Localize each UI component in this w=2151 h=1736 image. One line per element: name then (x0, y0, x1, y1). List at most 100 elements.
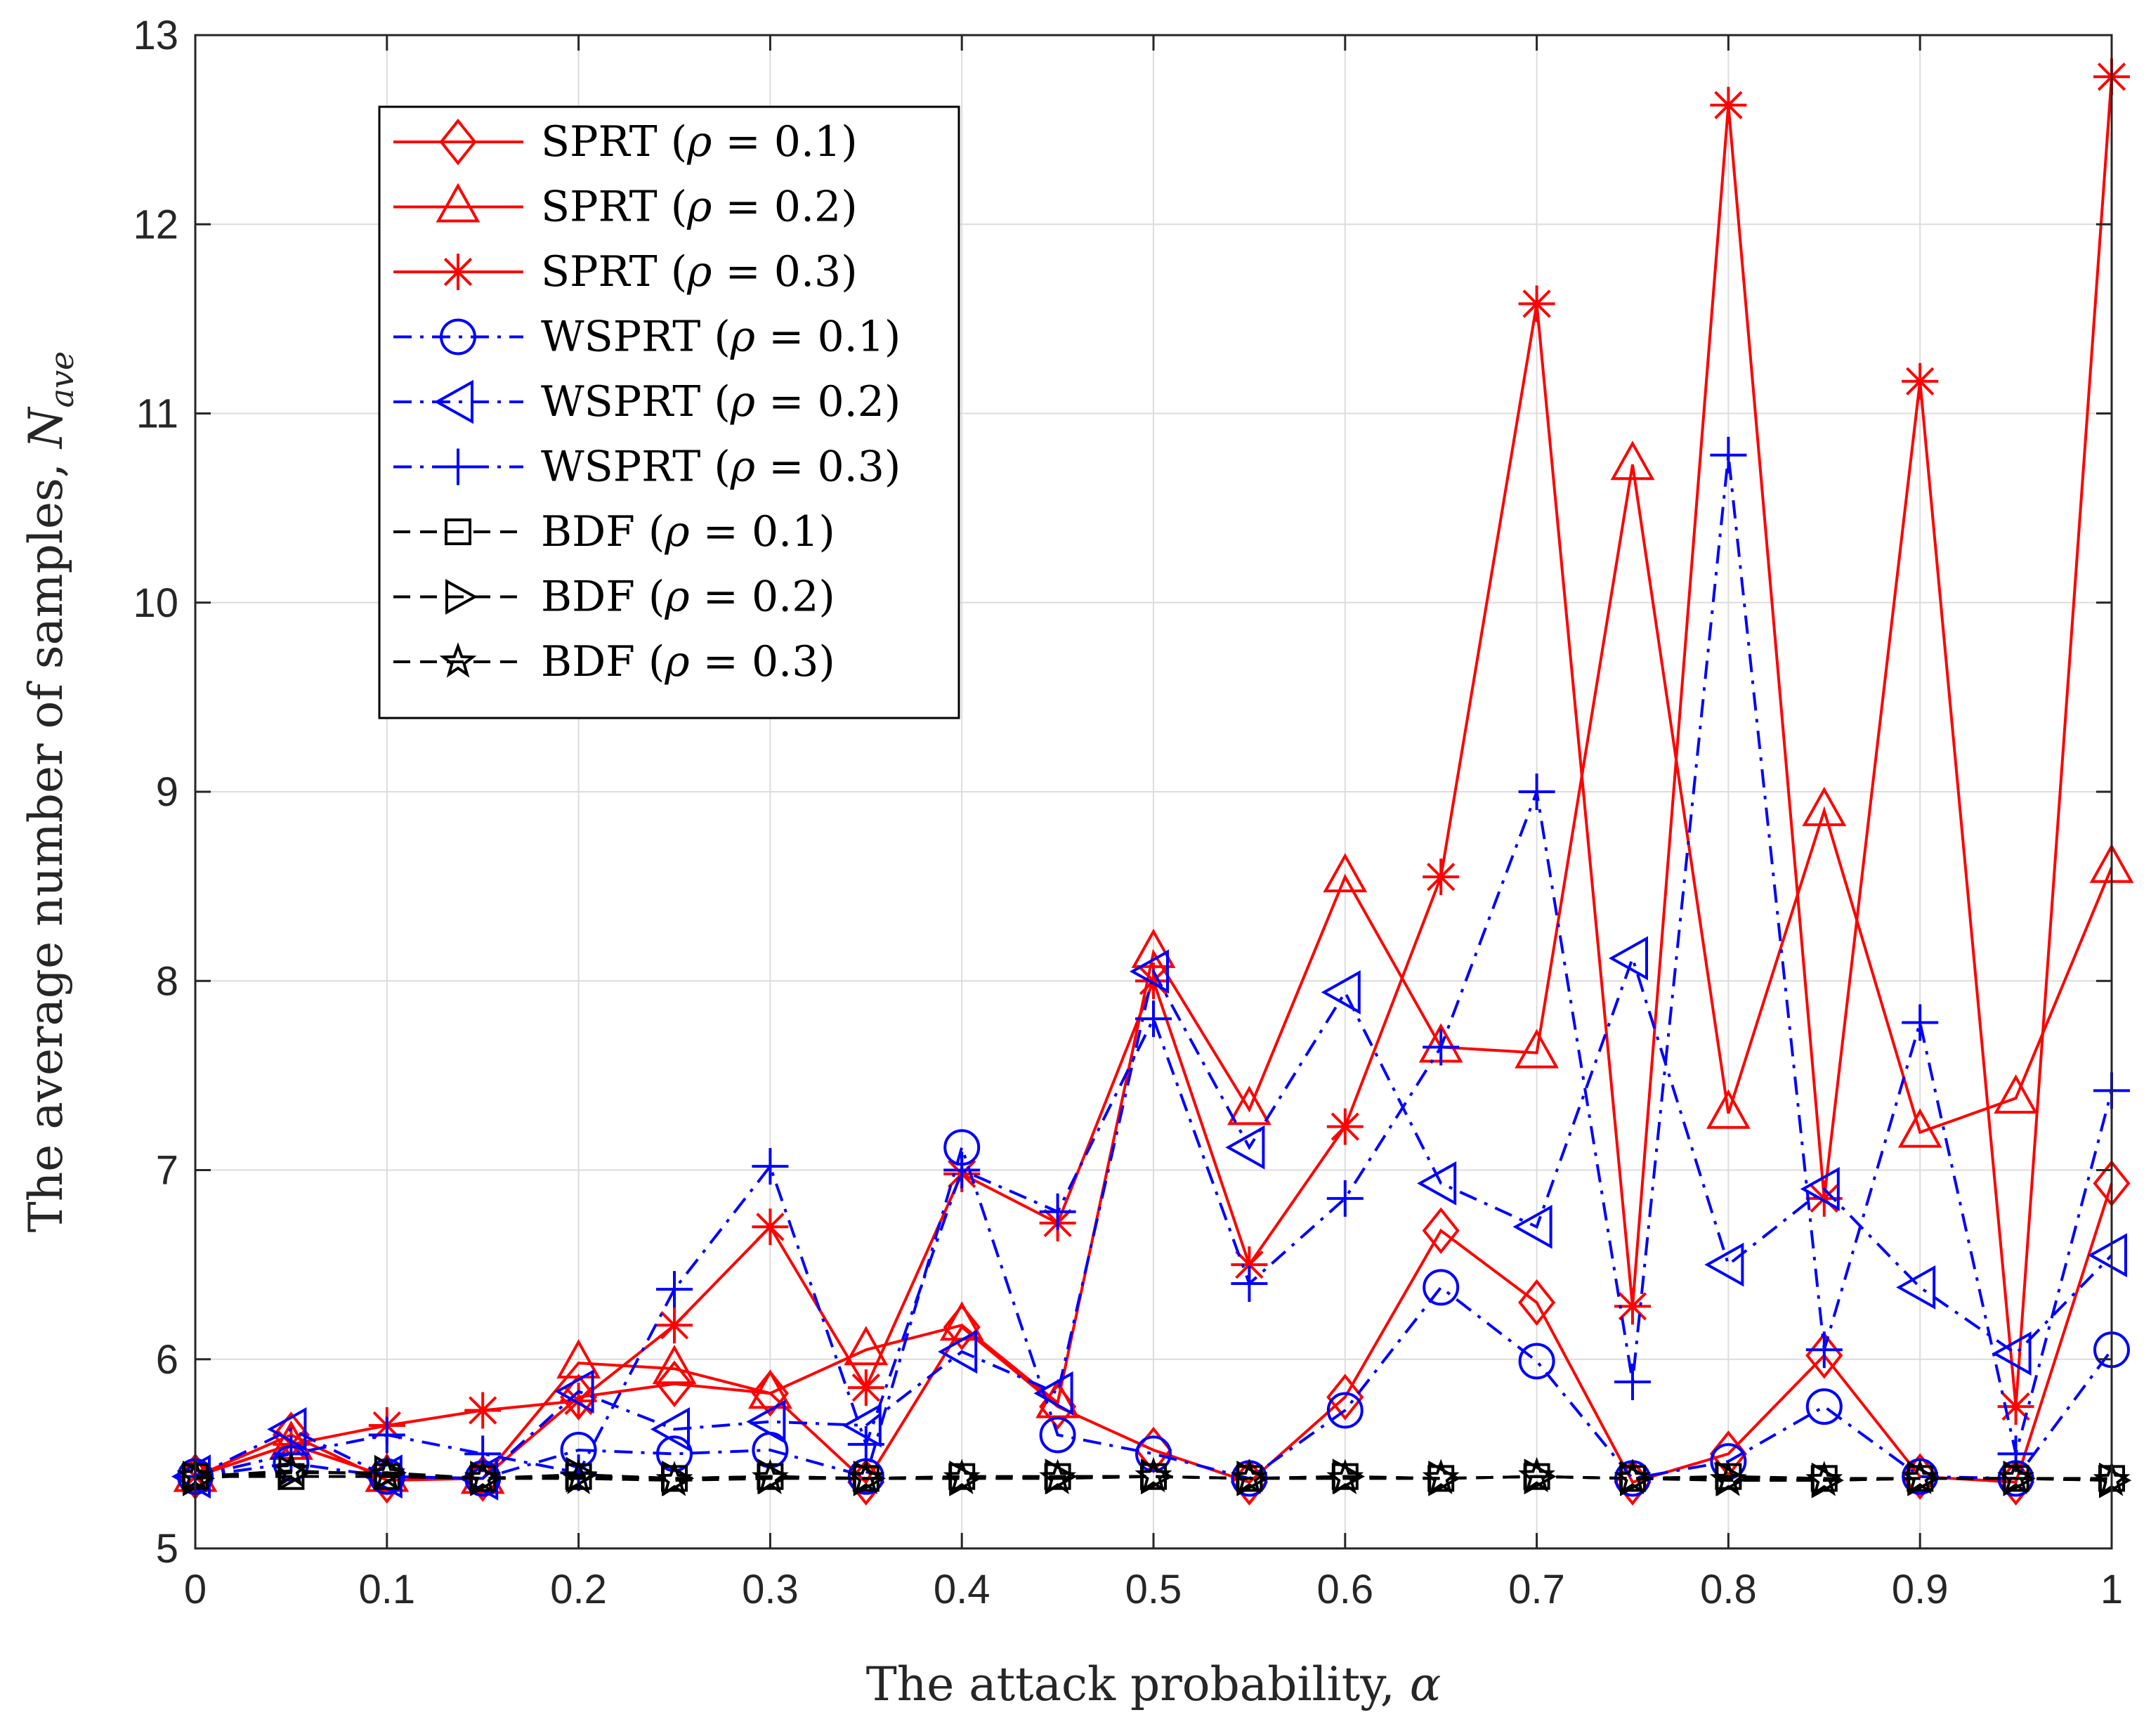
data-point-star (560, 1458, 598, 1494)
data-point-triangle-left (1512, 1204, 1552, 1249)
legend-label-rho-value: = 0.1) (690, 507, 835, 556)
data-point-circle (440, 318, 476, 355)
legend-label-rho-value: = 0.1) (755, 313, 901, 362)
y-tick-label: 5 (156, 1526, 178, 1572)
data-point-circle (1326, 1392, 1364, 1429)
data-point-asterisk (1997, 1388, 2034, 1425)
legend-entry: SPRT (ρ = 0.1) (393, 117, 858, 167)
data-point-plus (1135, 1000, 1172, 1038)
data-point-star (1135, 1456, 1172, 1493)
data-point-triangle-left (842, 1403, 882, 1448)
y-tick-label: 8 (156, 958, 178, 1004)
series-line (195, 455, 2113, 1478)
data-point-star (943, 1458, 981, 1494)
legend-label-rho-symbol: ρ (730, 313, 755, 362)
data-point-triangle-up (1994, 1074, 2039, 1114)
data-point-plus (1805, 1331, 1843, 1369)
data-point-asterisk (1518, 285, 1555, 322)
data-point-triangle-up (747, 1369, 792, 1409)
data-point-diamond (1422, 1207, 1460, 1254)
legend-entries: SPRT (ρ = 0.1)SPRT (ρ = 0.2)SPRT (ρ = 0.… (393, 117, 901, 686)
data-point-star (655, 1461, 693, 1496)
data-point-triangle-up (844, 1326, 889, 1366)
data-point-triangle-left (746, 1399, 786, 1444)
legend-label-rho-symbol: ρ (664, 637, 689, 686)
data-point-asterisk (440, 254, 476, 290)
series-layer (171, 58, 2134, 1506)
data-point-diamond (1518, 1279, 1556, 1326)
data-point-star (439, 642, 477, 678)
legend-label-scheme: WSPRT ( (541, 313, 731, 362)
data-point-star (1518, 1456, 1556, 1493)
data-point-diamond (439, 118, 477, 166)
data-point-triangle-up (1515, 1029, 1560, 1069)
legend-entry: BDF (ρ = 0.3) (393, 637, 835, 686)
y-tick-label: 6 (156, 1337, 178, 1383)
data-point-plus (1326, 1180, 1364, 1217)
data-point-plus (1423, 1029, 1460, 1066)
legend-entry: WSPRT (ρ = 0.3) (393, 443, 901, 492)
data-point-circle (1423, 1269, 1460, 1306)
data-point-triangle-up (436, 183, 480, 223)
x-tick-label: 0.9 (1892, 1567, 1949, 1612)
data-point-asterisk (560, 1382, 597, 1419)
data-point-plus (1518, 774, 1555, 810)
data-point-star (1805, 1461, 1843, 1496)
legend-label-scheme: SPRT ( (541, 117, 687, 167)
legend: SPRT (ρ = 0.1)SPRT (ρ = 0.2)SPRT (ρ = 0.… (378, 105, 960, 719)
x-tick-label: 0.2 (550, 1567, 607, 1612)
data-point-circle (1135, 1435, 1172, 1473)
x-tick-label: 0.7 (1508, 1567, 1565, 1612)
y-axis-label-symbol: N (19, 406, 73, 450)
legend-label-scheme: WSPRT ( (541, 443, 731, 492)
legend-label: SPRT (ρ = 0.1) (541, 117, 858, 167)
data-point-star (1614, 1458, 1652, 1494)
data-point-triangle-left (1704, 1242, 1744, 1287)
legend-label-scheme: SPRT ( (541, 247, 687, 296)
x-tick-label: 0.5 (1125, 1567, 1182, 1612)
y-tick-label: 13 (133, 13, 178, 58)
data-point-diamond (751, 1370, 789, 1417)
series-line (195, 953, 2113, 1480)
data-point-asterisk (1423, 859, 1460, 896)
data-point-triangle-up (1227, 1085, 1271, 1125)
data-point-triangle-up (1897, 1108, 1942, 1148)
series-line (195, 464, 2113, 1480)
legend-entry: SPRT (ρ = 0.3) (393, 247, 858, 296)
data-point-triangle-left (1225, 1125, 1265, 1170)
data-point-asterisk (1805, 1180, 1843, 1217)
data-point-triangle-right (445, 579, 478, 615)
legend-label-rho-symbol: ρ (686, 183, 712, 232)
data-point-plus (1902, 1004, 1939, 1041)
data-point-asterisk (656, 1307, 693, 1344)
legend-label-rho-symbol: ρ (730, 443, 755, 492)
legend-entry: BDF (ρ = 0.2) (393, 573, 835, 622)
legend-label-scheme: WSPRT ( (541, 377, 731, 426)
data-point-asterisk (847, 1369, 884, 1407)
data-point-triangle-up (1802, 786, 1847, 826)
legend-label: BDF (ρ = 0.2) (541, 573, 835, 622)
y-tick-label: 9 (156, 769, 178, 815)
data-point-circle (1805, 1388, 1843, 1425)
data-point-plus (847, 1425, 884, 1463)
data-point-star (272, 1451, 310, 1487)
legend-label-rho-symbol: ρ (686, 247, 712, 296)
data-point-star (1901, 1458, 1939, 1494)
data-point-plus (368, 1416, 405, 1454)
data-point-triangle-up (652, 1345, 697, 1385)
data-point-triangle-left (1896, 1265, 1936, 1310)
data-point-plus (752, 1148, 789, 1185)
x-tick-label: 1 (2100, 1567, 2123, 1612)
series-wsprt-rho-0.2 (171, 936, 2127, 1501)
data-point-triangle-up (1610, 440, 1655, 481)
legend-label-rho-symbol: ρ (686, 117, 712, 167)
series-bdf-rho-0.3 (176, 1451, 2131, 1496)
data-point-plus (1231, 1265, 1268, 1303)
data-point-triangle-left (267, 1407, 307, 1451)
y-axis-label-subscript: ave (43, 351, 81, 408)
legend-label-scheme: BDF ( (541, 573, 665, 622)
x-axis-label-text: The attack probability, (866, 1657, 1410, 1711)
data-point-plus (1614, 1364, 1651, 1401)
data-point-star (464, 1458, 502, 1494)
